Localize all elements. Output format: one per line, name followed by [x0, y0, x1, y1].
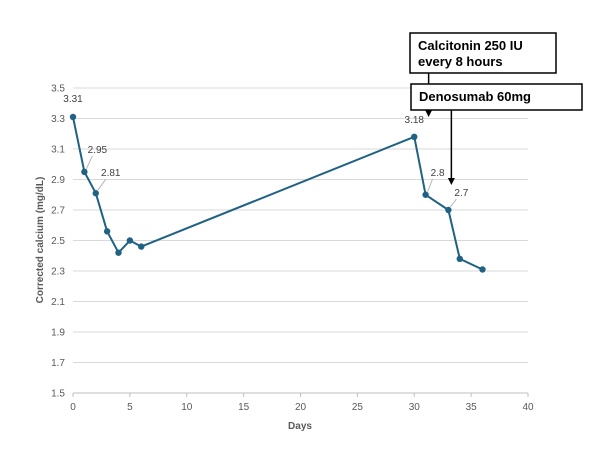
data-point: [92, 190, 99, 197]
x-tick-labels: 0 5 10 15 20 25 30 35 40: [70, 393, 534, 413]
y-tick-label: 2.1: [51, 297, 65, 308]
series-line: [72, 116, 483, 271]
y-tick-label: 2.9: [51, 175, 65, 186]
y-tick-label: 2.7: [51, 206, 65, 217]
y-tick-label: 1.5: [51, 389, 65, 400]
annotation-text: Calcitonin 250 IU: [418, 38, 523, 53]
data-point: [422, 191, 429, 198]
data-point: [138, 243, 145, 250]
x-tick-label: 35: [466, 402, 478, 413]
y-axis-title: Corrected calcium (mg/dL): [35, 177, 46, 304]
x-tick-label: 30: [409, 402, 421, 413]
x-tick-label: 0: [70, 402, 76, 413]
data-point: [456, 255, 463, 262]
data-point: [445, 206, 452, 214]
data-label-leader: [450, 198, 457, 208]
data-label: 2.95: [88, 145, 108, 156]
data-point: [126, 237, 134, 244]
data-label: 2.8: [431, 168, 445, 179]
data-point: [115, 249, 122, 256]
data-label: 2.81: [101, 168, 121, 179]
y-tick-labels: 1.5 1.7 1.9 2.1 2.3 2.5 2.7 2.9 3.1 3.3 3.5: [51, 84, 65, 400]
x-tick-label: 10: [181, 402, 193, 413]
grid-lines: [73, 87, 528, 394]
annotation-box: [410, 83, 583, 111]
data-point: [411, 133, 418, 140]
y-tick-label: 3.1: [51, 145, 65, 156]
data-label: 3.18: [405, 115, 425, 126]
data-point: [103, 228, 111, 235]
data-label-leader: [427, 178, 433, 192]
x-tick-label: 20: [295, 402, 307, 413]
y-tick-label: 1.9: [51, 328, 65, 339]
data-label-leader: [97, 178, 107, 191]
annotation-text: every 8 hours: [418, 54, 503, 69]
annotation-arrowhead: [447, 178, 455, 185]
x-tick-label: 40: [522, 402, 534, 413]
annotation-arrowhead: [425, 110, 433, 117]
data-point: [81, 168, 88, 176]
x-tick-label: 25: [352, 402, 364, 413]
data-labels: 3.31 2.95 2.81 3.18 2.8 2.7: [63, 94, 469, 208]
series-line-group: [69, 113, 486, 273]
annotation-text: Denosumab 60mg: [419, 89, 531, 104]
x-tick-label: 5: [127, 402, 133, 413]
y-tick-label: 2.5: [51, 236, 65, 247]
x-axis-title: Days: [288, 421, 312, 432]
annotation-box: [409, 32, 557, 74]
data-label-leader: [86, 155, 93, 170]
y-tick-label: 2.3: [51, 267, 65, 278]
y-tick-label: 3.5: [51, 84, 65, 95]
y-tick-label: 1.7: [51, 358, 65, 369]
data-point: [479, 266, 486, 273]
y-tick-label: 3.3: [51, 114, 65, 125]
x-tick-label: 15: [238, 402, 250, 413]
data-point: [69, 113, 77, 121]
data-label: 2.7: [454, 188, 468, 199]
data-label: 3.31: [63, 94, 83, 105]
